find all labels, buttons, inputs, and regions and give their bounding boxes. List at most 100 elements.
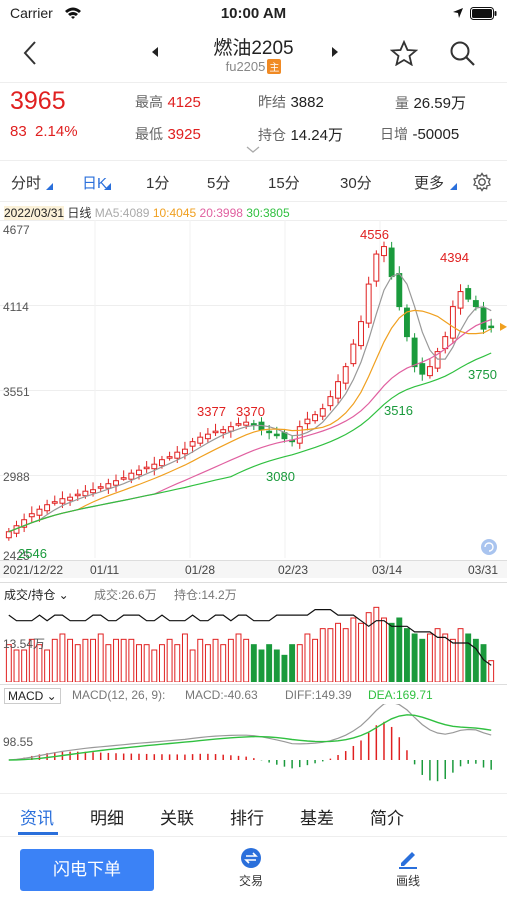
footer-bar: 闪电下单 交易 画线 — [0, 836, 507, 900]
volume-text: 成交:26.6万 — [94, 588, 157, 602]
status-bar: Carrier 10:00 AM — [0, 0, 507, 28]
gear-icon[interactable] — [472, 172, 492, 192]
candle-up — [189, 441, 196, 447]
candle-up — [159, 459, 165, 467]
volume-bar — [350, 617, 357, 682]
candle-up — [90, 489, 96, 494]
price-change: 83 2.14% — [10, 123, 78, 140]
volume-bar — [197, 638, 204, 682]
volume-field: 量 26.59万 — [395, 92, 466, 113]
last-price-marker — [500, 322, 507, 331]
annot-3080: 3080 — [266, 469, 295, 484]
volume-bar — [44, 649, 51, 682]
candle-up — [59, 498, 66, 504]
volume-label: 量 — [395, 95, 409, 111]
candle-up — [181, 448, 188, 455]
volume-bar — [312, 638, 319, 682]
volume-bar — [181, 633, 188, 682]
volume-selector[interactable]: 成交/持仓 ⌄ — [4, 588, 69, 602]
oi-label: 持仓 — [258, 127, 286, 143]
volume-bar — [289, 644, 296, 682]
tab-daily-k[interactable]: 日K — [82, 175, 108, 192]
change-value: 83 — [10, 123, 27, 140]
candlestick-chart[interactable] — [0, 220, 507, 560]
pencil-icon — [399, 852, 417, 869]
tab-1min[interactable]: 1分 — [146, 175, 170, 192]
tab-30min[interactable]: 30分 — [340, 175, 372, 192]
daily-inc-label: 日增 — [380, 126, 408, 142]
low-value: 3925 — [167, 126, 201, 143]
tab-basis[interactable]: 基差 — [300, 809, 334, 828]
candle-down — [480, 307, 487, 330]
prev-settle-value: 3882 — [290, 94, 324, 111]
search-icon[interactable] — [449, 40, 477, 68]
volume-bar — [465, 633, 472, 682]
volume-bar — [480, 644, 487, 682]
volume-bar — [488, 660, 495, 682]
volume-bar — [327, 628, 334, 682]
candle-down — [472, 300, 479, 308]
candle-up — [5, 531, 12, 539]
ma30-value: 30:3805 — [246, 206, 290, 220]
tab-5min[interactable]: 5分 — [207, 175, 231, 192]
volume-bar — [388, 622, 395, 682]
candle-down — [404, 307, 410, 338]
tab-more[interactable]: 更多 — [414, 175, 445, 192]
ma-legend: 2022/03/31 日线 MA5:4089 10:4045 20:3998 3… — [4, 204, 290, 221]
candle-up — [36, 508, 43, 516]
volume-bar — [36, 644, 43, 682]
y-axis-3: 3551 — [3, 385, 30, 399]
volume-chart — [5, 606, 495, 682]
volume-bar — [419, 638, 426, 682]
favorite-star-icon[interactable] — [390, 40, 418, 66]
dea-value: DEA:169.71 — [368, 688, 433, 702]
volume-bar — [212, 638, 219, 682]
annot-low: 2546 — [18, 546, 47, 561]
back-chevron-icon[interactable] — [22, 40, 38, 66]
diff-value: DIFF:149.39 — [285, 688, 352, 702]
x-label-4: 02/23 — [278, 563, 309, 577]
volume-header: 成交/持仓 ⌄ 成交:26.6万 持仓:14.2万 — [0, 582, 507, 602]
open-interest-line — [8, 609, 492, 666]
flash-order-button[interactable]: 闪电下单 — [20, 849, 154, 891]
high-label: 最高 — [135, 94, 163, 110]
candle-up — [434, 351, 441, 369]
macd-selector[interactable]: MACD ⌄ — [4, 688, 61, 704]
dea-line — [8, 714, 492, 761]
candle-up — [204, 433, 211, 440]
change-pct: 2.14% — [35, 123, 78, 140]
draw-line-button[interactable]: 画线 — [378, 847, 438, 889]
wifi-icon — [65, 7, 81, 19]
volume-bar — [411, 633, 418, 682]
candle-up — [243, 421, 250, 426]
tab-intro[interactable]: 简介 — [370, 809, 404, 828]
ma10-line — [8, 309, 492, 533]
volume-bar — [113, 638, 119, 682]
next-contract-icon[interactable] — [330, 46, 340, 58]
tab-details[interactable]: 明细 — [90, 809, 124, 828]
x-label-3: 01/28 — [185, 563, 216, 577]
volume-bar — [442, 633, 449, 682]
ma30-line — [8, 352, 492, 533]
expand-chevron-icon[interactable] — [246, 146, 260, 154]
volume-bar — [281, 654, 288, 682]
candle-up — [373, 253, 380, 282]
tab-news[interactable]: 资讯 — [20, 809, 54, 828]
macd-params: MACD(12, 26, 9): — [72, 688, 166, 702]
tab-15min[interactable]: 15分 — [268, 175, 300, 192]
volume-selector-label: 成交/持仓 — [4, 588, 56, 602]
trade-label: 交易 — [238, 874, 263, 888]
prev-contract-icon[interactable] — [150, 46, 160, 58]
tab-intraday[interactable]: 分时 — [11, 175, 42, 192]
candle-up — [220, 429, 227, 434]
candle-up — [304, 418, 311, 425]
x-label-5: 03/14 — [372, 563, 403, 577]
reset-zoom-icon[interactable] — [480, 538, 498, 556]
candle-up — [97, 486, 104, 489]
tab-ranking[interactable]: 排行 — [230, 809, 264, 828]
macd-axis-label: 98.55 — [3, 735, 34, 749]
trade-button[interactable]: 交易 — [221, 847, 281, 889]
annot-3377: 3377 — [197, 404, 226, 419]
ma-period-type: 日线 — [67, 206, 92, 220]
tab-related[interactable]: 关联 — [160, 809, 194, 828]
